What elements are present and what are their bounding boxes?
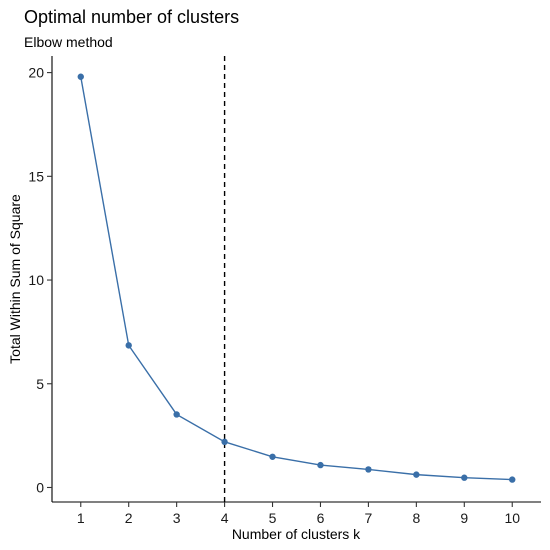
chart-title: Optimal number of clusters (24, 7, 239, 27)
data-point (413, 471, 420, 478)
x-tick-label: 6 (317, 510, 325, 526)
y-tick-label: 15 (28, 168, 44, 184)
x-tick-label: 5 (269, 510, 277, 526)
data-point (269, 453, 276, 460)
data-point (509, 476, 516, 483)
data-point (173, 411, 180, 418)
data-point (317, 461, 324, 469)
x-tick-label: 2 (125, 510, 133, 526)
y-axis-ticks: 0 5 10 15 20 (28, 65, 52, 495)
plot-area (77, 56, 516, 502)
y-tick-label: 20 (28, 65, 44, 81)
data-point (221, 438, 228, 446)
data-point (461, 474, 468, 481)
x-tick-label: 3 (173, 510, 181, 526)
y-axis-title: Total Within Sum of Square (7, 194, 23, 364)
y-tick-label: 5 (36, 376, 44, 392)
chart-subtitle: Elbow method (24, 34, 113, 50)
data-point (125, 342, 132, 349)
x-tick-label: 7 (365, 510, 373, 526)
data-point (365, 466, 372, 473)
series-line (80, 76, 513, 481)
data-point (77, 73, 84, 80)
x-axis-title: Number of clusters k (232, 526, 361, 542)
x-axis-ticks: 1 2 3 4 5 6 7 8 9 10 (77, 502, 520, 526)
y-tick-label: 0 (36, 479, 44, 495)
x-tick-label: 4 (221, 510, 229, 526)
x-tick-label: 8 (412, 510, 420, 526)
x-tick-label: 10 (504, 510, 520, 526)
x-tick-label: 9 (460, 510, 468, 526)
y-tick-label: 10 (28, 272, 44, 288)
x-tick-label: 1 (77, 510, 85, 526)
